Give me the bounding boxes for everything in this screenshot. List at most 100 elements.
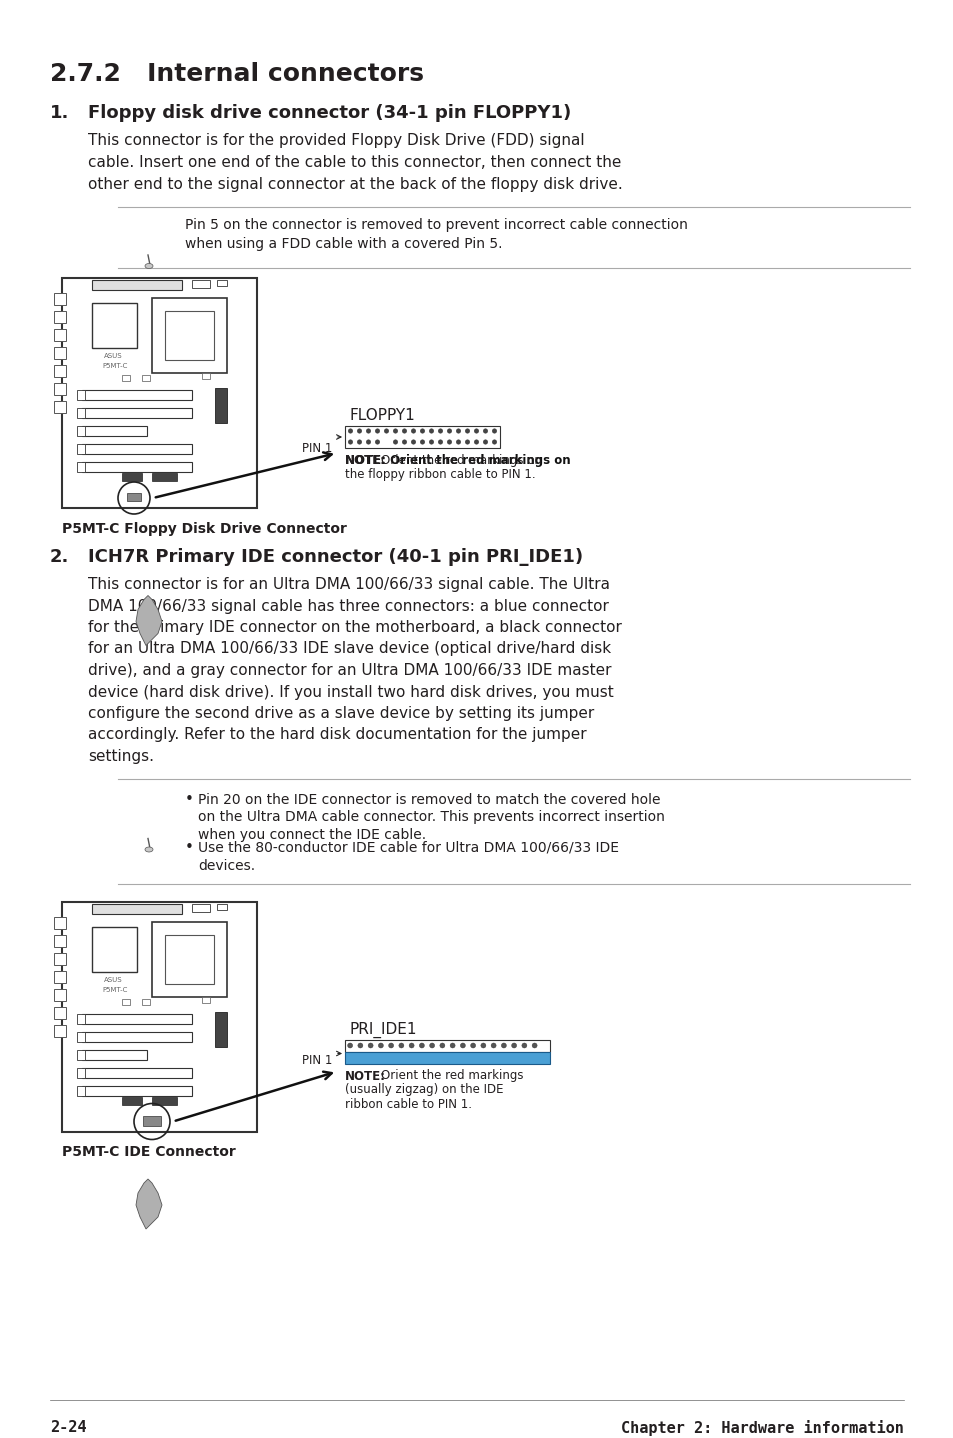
Bar: [202, 372, 210, 380]
Circle shape: [411, 429, 416, 433]
Text: This connector is for the provided Floppy Disk Drive (FDD) signal: This connector is for the provided Flopp…: [88, 132, 584, 148]
Circle shape: [375, 429, 379, 433]
Bar: [62, 902, 256, 1132]
Text: on the Ultra DMA cable connector. This prevents incorrect insertion: on the Ultra DMA cable connector. This p…: [198, 811, 664, 824]
Text: Use the 80-conductor IDE cable for Ultra DMA 100/66/33 IDE: Use the 80-conductor IDE cable for Ultra…: [198, 840, 618, 854]
Bar: [77, 444, 85, 454]
Text: for an Ultra DMA 100/66/33 IDE slave device (optical drive/hard disk: for an Ultra DMA 100/66/33 IDE slave dev…: [88, 641, 611, 657]
Text: PIN 1: PIN 1: [302, 441, 332, 454]
Text: PRI_IDE1: PRI_IDE1: [350, 1021, 417, 1038]
Text: Pin 20 on the IDE connector is removed to match the covered hole: Pin 20 on the IDE connector is removed t…: [198, 792, 659, 807]
Circle shape: [384, 429, 388, 433]
Text: 2.7.2   Internal connectors: 2.7.2 Internal connectors: [50, 62, 423, 86]
Bar: [77, 1050, 85, 1060]
Bar: [216, 280, 227, 286]
Polygon shape: [136, 595, 162, 646]
Circle shape: [491, 1043, 496, 1048]
Bar: [82, 1050, 147, 1060]
Text: •: •: [185, 840, 193, 856]
Circle shape: [521, 1043, 526, 1048]
Text: NOTE:: NOTE:: [345, 1070, 386, 1083]
Bar: [91, 926, 137, 972]
Circle shape: [366, 440, 371, 444]
Bar: [77, 1067, 85, 1077]
Text: Floppy disk drive connector (34-1 pin FLOPPY1): Floppy disk drive connector (34-1 pin FL…: [88, 104, 571, 122]
Circle shape: [447, 429, 451, 433]
Circle shape: [348, 440, 353, 444]
Circle shape: [465, 429, 469, 433]
Bar: [214, 388, 227, 423]
Circle shape: [429, 429, 434, 433]
Bar: [77, 462, 85, 472]
Bar: [77, 1014, 85, 1024]
Text: FLOPPY1: FLOPPY1: [350, 408, 416, 423]
Circle shape: [474, 440, 478, 444]
Bar: [54, 293, 66, 305]
Circle shape: [483, 429, 487, 433]
Bar: [54, 1024, 66, 1037]
Bar: [54, 935, 66, 946]
Text: Orient the red markings on: Orient the red markings on: [380, 454, 541, 467]
Circle shape: [460, 1043, 465, 1048]
Bar: [54, 1007, 66, 1018]
Bar: [82, 390, 192, 400]
Circle shape: [532, 1043, 537, 1048]
Circle shape: [450, 1043, 455, 1048]
Circle shape: [402, 440, 406, 444]
Text: 1.: 1.: [50, 104, 70, 122]
Bar: [192, 903, 210, 912]
Circle shape: [439, 1043, 444, 1048]
Circle shape: [429, 440, 434, 444]
Bar: [82, 444, 192, 454]
Circle shape: [492, 440, 497, 444]
Bar: [54, 383, 66, 395]
Circle shape: [347, 1043, 353, 1048]
Text: PIN 1: PIN 1: [302, 1054, 332, 1067]
Bar: [91, 280, 182, 290]
Text: Chapter 2: Hardware information: Chapter 2: Hardware information: [620, 1419, 903, 1437]
Text: NOTE: Orient the red markings on: NOTE: Orient the red markings on: [345, 454, 570, 467]
Bar: [82, 1067, 192, 1077]
Text: DMA 100/66/33 signal cable has three connectors: a blue connector: DMA 100/66/33 signal cable has three con…: [88, 598, 608, 614]
Circle shape: [357, 429, 361, 433]
Text: ribbon cable to PIN 1.: ribbon cable to PIN 1.: [345, 1097, 472, 1110]
Text: 2.: 2.: [50, 548, 70, 567]
Bar: [122, 998, 130, 1005]
Text: when you connect the IDE cable.: when you connect the IDE cable.: [198, 828, 426, 843]
Bar: [152, 473, 177, 480]
Bar: [91, 903, 182, 913]
Text: (usually zigzag) on the IDE: (usually zigzag) on the IDE: [345, 1083, 503, 1097]
Circle shape: [474, 429, 478, 433]
Bar: [54, 401, 66, 413]
Circle shape: [501, 1043, 506, 1048]
Bar: [127, 493, 141, 500]
Bar: [345, 1040, 550, 1051]
Bar: [54, 916, 66, 929]
Circle shape: [357, 440, 361, 444]
Bar: [152, 922, 227, 997]
Text: •: •: [185, 792, 193, 808]
Text: ICH7R Primary IDE connector (40-1 pin PRI_IDE1): ICH7R Primary IDE connector (40-1 pin PR…: [88, 548, 582, 567]
Bar: [142, 998, 150, 1005]
Circle shape: [429, 1043, 435, 1048]
Circle shape: [437, 429, 442, 433]
Text: accordingly. Refer to the hard disk documentation for the jumper: accordingly. Refer to the hard disk docu…: [88, 728, 586, 742]
Bar: [165, 935, 213, 984]
Text: 2-24: 2-24: [50, 1419, 87, 1435]
Text: devices.: devices.: [198, 858, 254, 873]
Bar: [345, 426, 499, 449]
Bar: [82, 1031, 192, 1041]
Bar: [82, 408, 192, 418]
Circle shape: [480, 1043, 485, 1048]
Circle shape: [465, 440, 469, 444]
Bar: [122, 375, 130, 381]
Bar: [77, 408, 85, 418]
Bar: [54, 971, 66, 982]
Bar: [54, 952, 66, 965]
Circle shape: [420, 429, 424, 433]
Bar: [77, 426, 85, 436]
Circle shape: [420, 440, 424, 444]
Circle shape: [409, 1043, 414, 1048]
Text: other end to the signal connector at the back of the floppy disk drive.: other end to the signal connector at the…: [88, 177, 622, 193]
Circle shape: [393, 429, 397, 433]
